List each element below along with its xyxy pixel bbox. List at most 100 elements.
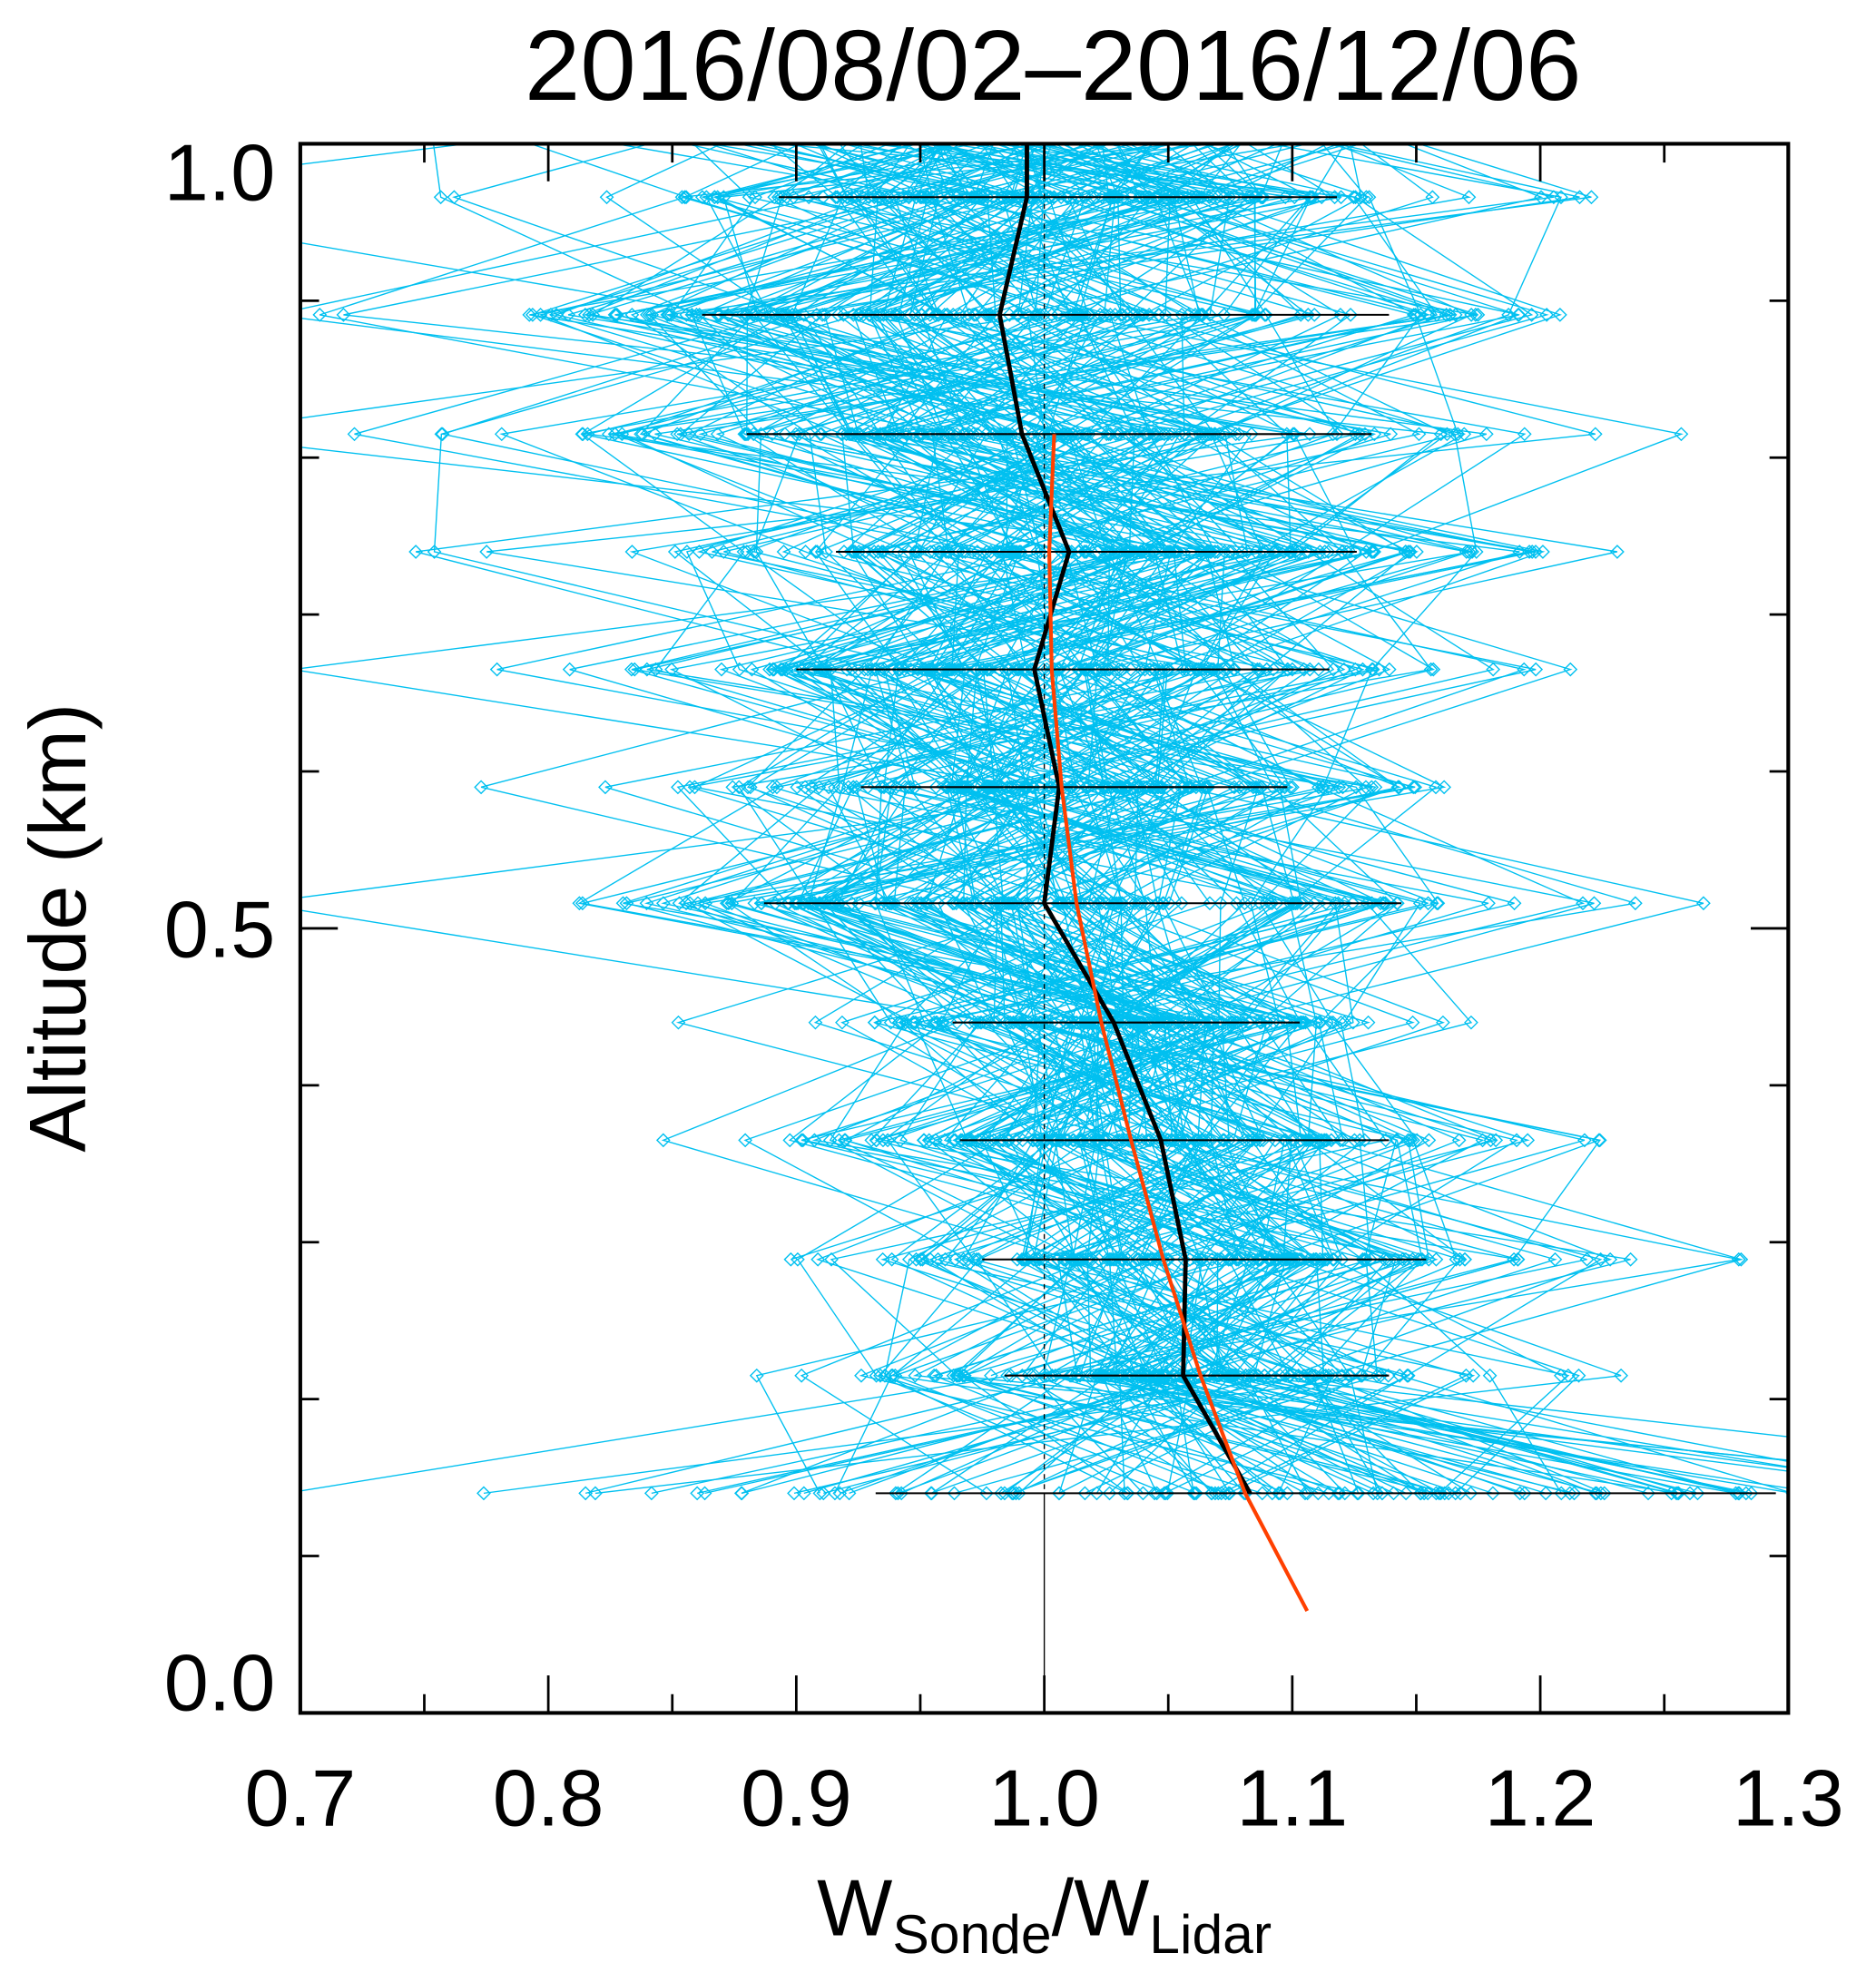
profile-point <box>1623 1252 1638 1267</box>
profile-point <box>287 663 300 676</box>
profile-point <box>1584 190 1599 205</box>
profile-point <box>765 780 781 795</box>
profile-point <box>1389 1133 1404 1148</box>
profile-point <box>1430 896 1446 911</box>
profile-point <box>1364 545 1380 559</box>
profile-point <box>714 662 729 677</box>
profile-point <box>522 308 537 322</box>
profile-point <box>804 780 820 795</box>
profile-point <box>915 1252 930 1267</box>
profile-point <box>1592 1133 1607 1148</box>
profile-point <box>1524 308 1539 322</box>
profile-line <box>935 143 1537 1261</box>
profile-point <box>742 780 758 795</box>
x-tick-labels: 0.7 0.8 0.9 1.0 1.1 1.2 1.3 <box>245 1752 1844 1842</box>
profile-point <box>1561 1368 1576 1383</box>
profile-point <box>1294 1015 1310 1030</box>
profile-point <box>732 662 747 677</box>
profile-point <box>794 1368 809 1383</box>
profile-point <box>643 1486 659 1501</box>
profile-point <box>930 1252 946 1267</box>
profile-line <box>654 143 1478 1377</box>
profile-point <box>1459 545 1474 559</box>
individual-profiles <box>287 143 1828 1501</box>
profile-point <box>1391 780 1407 795</box>
profile-point <box>736 545 751 559</box>
profile-point <box>1614 1368 1628 1383</box>
profile-point <box>1586 896 1602 911</box>
profile-point <box>1461 190 1477 205</box>
profile-point <box>347 427 362 442</box>
profile-point <box>873 1368 888 1383</box>
profile-point <box>434 427 449 442</box>
x-label-main: W <box>817 1863 892 1953</box>
profile-point <box>816 1486 831 1501</box>
fit-line <box>1047 434 1310 1613</box>
y-tick-labels: 0.0 0.5 1.0 <box>164 127 276 1727</box>
profile-point <box>1429 1252 1444 1267</box>
profile-point <box>1365 545 1380 559</box>
profile-point <box>1734 1252 1749 1267</box>
profile-point <box>1696 896 1711 911</box>
profile-point <box>741 780 755 795</box>
profile-point <box>1400 545 1416 559</box>
profile-point <box>1610 545 1625 559</box>
profile-point <box>810 1252 826 1267</box>
profile-point <box>1486 662 1501 677</box>
profile-point <box>831 780 847 795</box>
profile-point <box>716 545 732 559</box>
profile-point <box>1815 1487 1828 1499</box>
profile-point <box>1517 427 1532 442</box>
profile-point <box>885 1368 900 1383</box>
profile-point <box>1355 662 1370 677</box>
profile-point <box>1368 780 1383 795</box>
profile-point <box>798 545 813 559</box>
profile-point <box>779 662 794 677</box>
profile-point <box>1405 1015 1420 1030</box>
profile-point <box>1364 662 1380 677</box>
profile-point <box>1425 190 1440 205</box>
x-tick-label: 1.0 <box>988 1752 1100 1842</box>
profile-point <box>868 1015 882 1030</box>
profile-point <box>1333 190 1349 205</box>
profile-point <box>533 308 548 322</box>
fit-line-group <box>1047 434 1310 1613</box>
profile-point <box>846 780 860 795</box>
x-tick-label: 0.7 <box>245 1752 357 1842</box>
profile-line <box>752 143 1436 1261</box>
profile-point <box>647 427 663 442</box>
profile-point <box>312 308 328 322</box>
profile-line <box>761 143 1301 1377</box>
profile-point <box>1528 662 1544 677</box>
profile-point <box>494 427 509 442</box>
profile-point <box>1572 190 1587 205</box>
x-tick-label: 1.1 <box>1237 1752 1349 1842</box>
profile-point <box>1470 308 1486 322</box>
profile-point <box>585 308 600 322</box>
profile-point <box>1406 780 1421 795</box>
profile-point <box>575 427 590 442</box>
profile-point <box>683 896 698 911</box>
profile-point <box>808 545 823 559</box>
profile-point <box>1603 1252 1618 1267</box>
profile-point <box>1421 1133 1437 1148</box>
profile-line <box>873 143 1461 1377</box>
profile-point <box>1563 662 1578 677</box>
profile-point <box>1509 1133 1524 1148</box>
profile-point <box>1323 1015 1339 1030</box>
profile-point <box>949 1368 964 1383</box>
profile-point <box>1628 896 1643 911</box>
profile-point <box>1316 780 1331 795</box>
profile-point <box>1378 1133 1393 1148</box>
profile-point <box>1359 780 1373 795</box>
profile-point <box>1466 1368 1481 1383</box>
profile-point <box>1674 427 1689 442</box>
profile-point <box>1536 545 1550 559</box>
profile-point <box>1423 662 1439 677</box>
profile-point <box>749 1368 764 1383</box>
profile-point <box>884 1252 899 1267</box>
profile-point <box>783 1252 799 1267</box>
profile-point <box>928 1133 943 1148</box>
profile-point <box>841 1486 857 1501</box>
